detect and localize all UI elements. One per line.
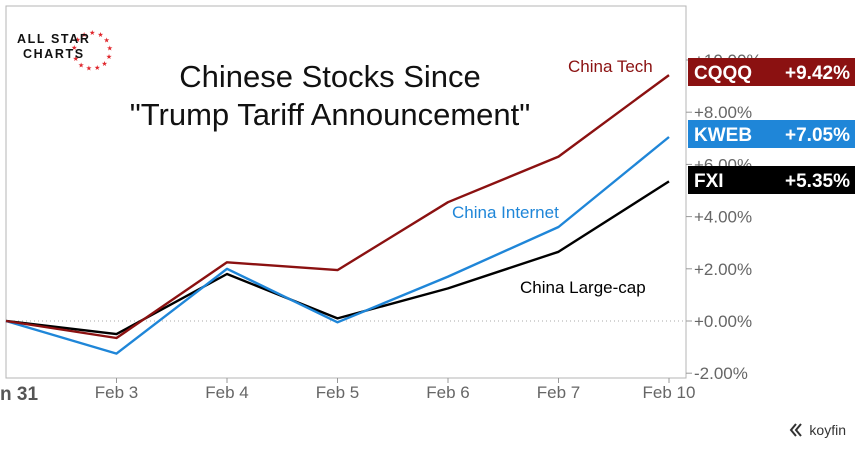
badge-kweb	[688, 120, 855, 148]
koyfin-brand: koyfin	[789, 422, 846, 438]
badge-ticker: CQQQ	[694, 63, 752, 84]
badge-value: +9.42%	[785, 63, 850, 84]
x-tick-label: Feb 7	[537, 383, 580, 402]
logo-star: ★	[97, 31, 103, 39]
chart-title-line-2: "Trump Tariff Announcement"	[129, 97, 531, 132]
logo-star: ★	[94, 64, 100, 72]
brand-name: koyfin	[809, 422, 846, 438]
badge-ticker: FXI	[694, 171, 724, 192]
series-line-cqqq	[5, 74, 670, 340]
logo-star: ★	[89, 29, 95, 37]
badge-fxi	[688, 166, 855, 194]
logo-star: ★	[74, 36, 80, 44]
badge-value: +7.05%	[785, 125, 850, 146]
y-tick-label: +0.00%	[694, 312, 752, 331]
series-line-fxi	[5, 180, 670, 336]
badge-value: +5.35%	[785, 171, 850, 192]
x-tick-label: Feb 6	[426, 383, 469, 402]
series-line-kweb	[5, 136, 670, 355]
logo-star: ★	[81, 31, 87, 39]
logo-line-1: ALL STAR	[17, 32, 91, 46]
logo-star: ★	[71, 44, 77, 52]
all-star-charts-logo: ★ ★ ★ ★ ★ ★ ★ ★ ★ ★ ★ ★ ★ ALL STAR CHARTS	[14, 28, 124, 78]
badge-ticker: KWEB	[694, 125, 752, 146]
logo-star: ★	[101, 60, 107, 68]
x-tick-label: Feb 3	[95, 383, 138, 402]
y-tick-label: +8.00%	[694, 103, 752, 122]
logo-star: ★	[86, 65, 92, 73]
chart-title: Chinese Stocks Since "Trump Tariff Annou…	[80, 58, 580, 134]
logo-star: ★	[104, 37, 110, 45]
koyfin-logo-icon	[790, 423, 803, 437]
y-tick-label: +4.00%	[694, 208, 752, 227]
logo-star: ★	[78, 61, 84, 69]
chart-title-line-1: Chinese Stocks Since	[179, 59, 481, 94]
plot-frame	[5, 5, 687, 379]
logo-line-2: CHARTS	[23, 47, 85, 61]
y-tick-label: +2.00%	[694, 260, 752, 279]
series-label-fxi: China Large-cap	[520, 278, 646, 297]
badge-cqqq	[688, 58, 855, 86]
series-label-kweb: China Internet	[452, 203, 559, 222]
logo-star: ★	[106, 53, 112, 61]
stars-arc-icon: ★★★ ★ ★★★★★★★★★	[71, 29, 113, 73]
x-tick-label: n 31	[0, 384, 38, 405]
x-tick-label: Feb 5	[316, 383, 359, 402]
x-tick-label: Feb 4	[205, 383, 248, 402]
series-label-cqqq: China Tech	[568, 57, 653, 76]
logo-star: ★	[107, 45, 113, 53]
y-tick-label: -2.00%	[694, 364, 748, 383]
logo-star: ★	[73, 55, 79, 63]
x-tick-label: Feb 10	[643, 383, 696, 402]
